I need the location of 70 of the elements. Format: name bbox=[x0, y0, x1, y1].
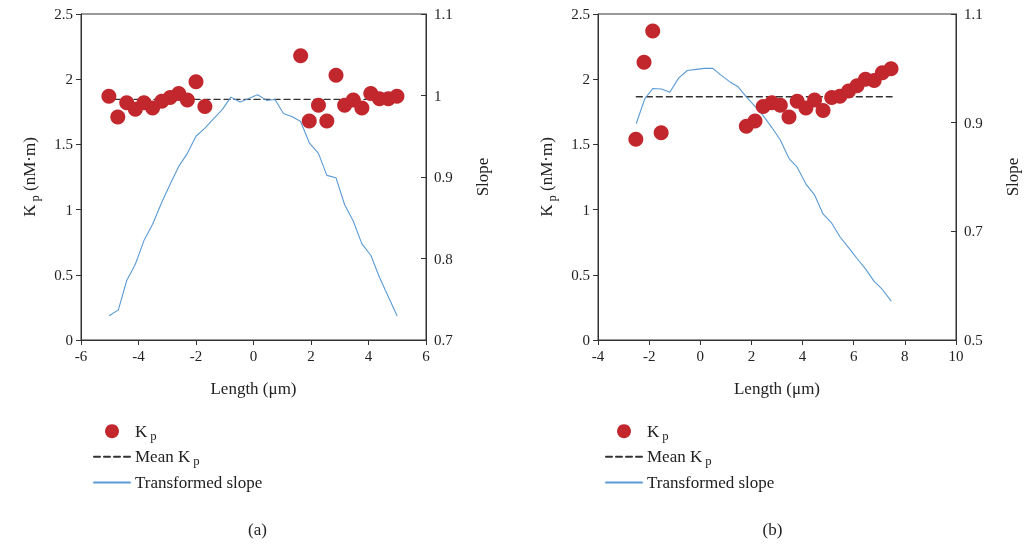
legend-label: Transformed slope bbox=[647, 473, 775, 492]
point bbox=[301, 113, 317, 129]
y-tick-label: 0.5 bbox=[54, 266, 73, 283]
x-tick-label: 2 bbox=[307, 347, 315, 364]
y-tick-label: 1.5 bbox=[571, 136, 590, 153]
y2-tick-label: 0.5 bbox=[964, 332, 983, 348]
x-tick-label: 6 bbox=[849, 347, 858, 364]
point bbox=[197, 99, 213, 115]
point bbox=[636, 54, 652, 70]
point bbox=[883, 61, 899, 77]
y2-tick-label: 0.8 bbox=[434, 250, 453, 267]
x-axis-title: Length (μm) bbox=[210, 379, 297, 398]
x-tick-label: -4 bbox=[591, 347, 605, 364]
point bbox=[747, 113, 763, 129]
y-tick-label: 0 bbox=[65, 332, 73, 348]
y-tick-label: 1.5 bbox=[54, 136, 73, 153]
line-series bbox=[108, 94, 398, 317]
x-tick-label: -2 bbox=[642, 347, 656, 364]
point bbox=[653, 125, 669, 141]
y2-tick-label: 0.9 bbox=[964, 114, 983, 131]
y-tick-label: 2.5 bbox=[571, 6, 590, 22]
y-tick-label: 2 bbox=[582, 71, 590, 88]
point bbox=[188, 74, 204, 90]
point bbox=[310, 97, 326, 113]
point bbox=[815, 103, 831, 118]
x-tick-label: -4 bbox=[132, 347, 146, 364]
y-tick-label: 0.5 bbox=[571, 266, 590, 283]
y-tick-label: 0 bbox=[582, 332, 590, 348]
text: (b) bbox=[762, 520, 783, 539]
text: (a) bbox=[248, 520, 267, 539]
y2-tick-label: 0.9 bbox=[434, 169, 453, 185]
point bbox=[101, 88, 117, 104]
y2-tick-label: 1.1 bbox=[434, 6, 453, 22]
point bbox=[110, 109, 126, 125]
y2-axis-title: Slope bbox=[473, 157, 492, 197]
y-tick-label: 1 bbox=[65, 201, 73, 218]
point bbox=[328, 67, 344, 83]
x-axis-title: Length (μm) bbox=[733, 379, 821, 398]
x-tick-label: -2 bbox=[189, 347, 203, 364]
point bbox=[628, 131, 644, 147]
legend-label: Transformed slope bbox=[135, 473, 263, 492]
y2-tick-label: 0.7 bbox=[434, 332, 454, 348]
x-tick-label: 6 bbox=[422, 347, 431, 364]
y2-tick-label: 0.7 bbox=[964, 223, 984, 240]
y-tick-label: 1 bbox=[582, 201, 590, 218]
x-tick-label: 4 bbox=[798, 347, 807, 364]
y-axis-title: Kp (nM·m) bbox=[537, 137, 559, 217]
x-tick-label: 0 bbox=[249, 347, 258, 364]
x-tick-label: 2 bbox=[747, 347, 756, 364]
line-series bbox=[635, 67, 892, 302]
x-tick-label: 4 bbox=[364, 347, 373, 364]
y-tick-label: 2.5 bbox=[54, 6, 73, 22]
point bbox=[781, 109, 797, 125]
point bbox=[389, 88, 405, 104]
y-axis-title: Kp (nM·m) bbox=[20, 137, 42, 217]
point bbox=[319, 113, 335, 129]
point bbox=[293, 48, 309, 64]
point bbox=[772, 97, 788, 113]
point bbox=[645, 23, 661, 39]
y2-tick-label: 1 bbox=[434, 87, 442, 104]
x-tick-label: 8 bbox=[901, 347, 909, 364]
point bbox=[179, 92, 195, 108]
y2-tick-label: 1.1 bbox=[964, 6, 983, 22]
y2-axis-title: Slope bbox=[1003, 157, 1022, 197]
x-tick-label: 10 bbox=[948, 347, 964, 364]
x-tick-label: -6 bbox=[74, 347, 88, 364]
y-tick-label: 2 bbox=[65, 71, 73, 88]
point bbox=[807, 92, 823, 108]
x-tick-label: 0 bbox=[696, 347, 705, 364]
point bbox=[354, 100, 370, 116]
